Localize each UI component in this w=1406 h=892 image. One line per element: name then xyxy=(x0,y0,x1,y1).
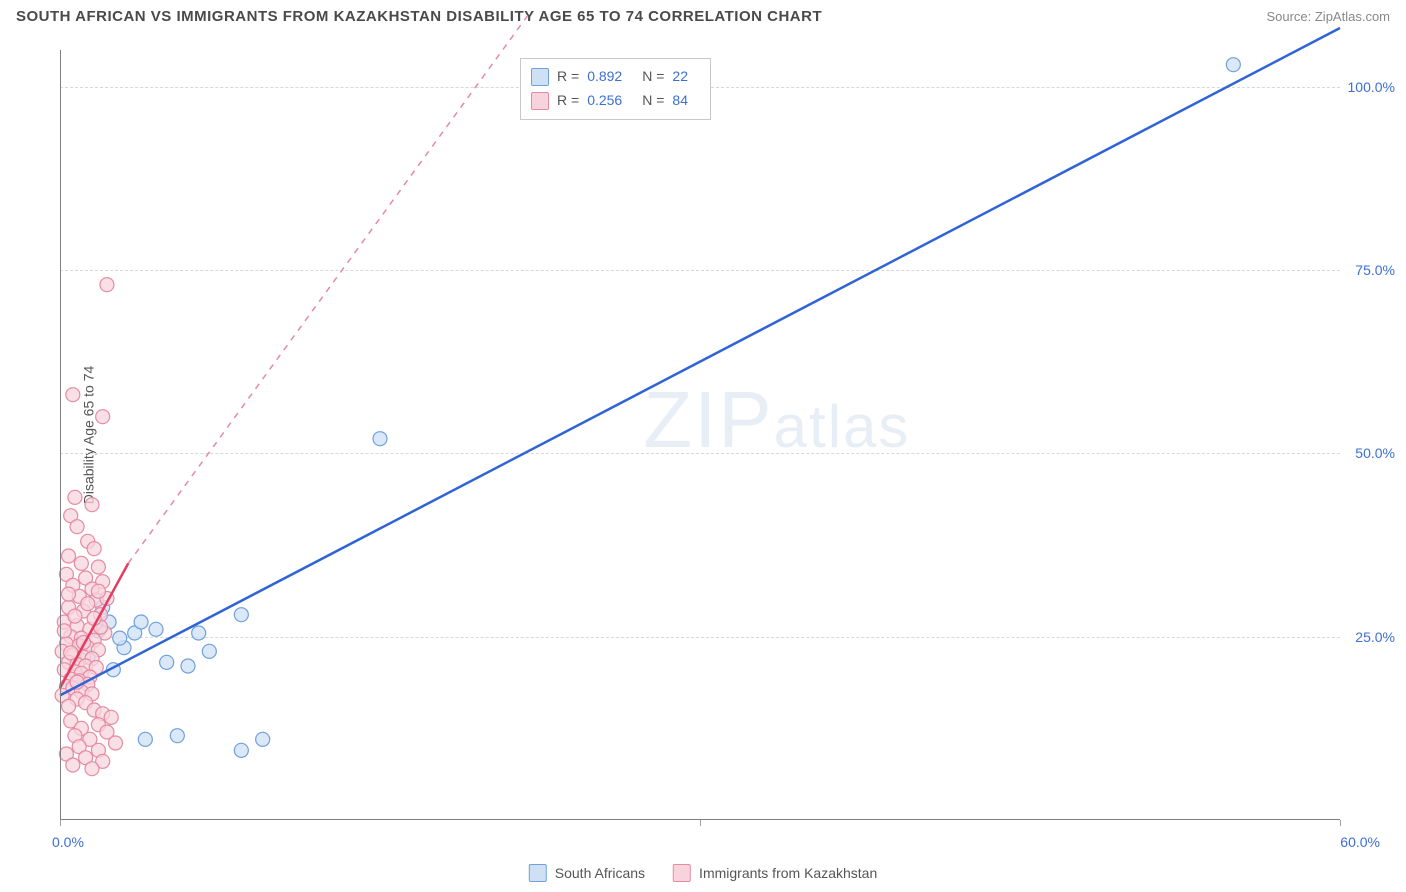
data-point xyxy=(234,608,248,622)
y-tick-label: 50.0% xyxy=(1355,445,1395,461)
data-point xyxy=(256,732,270,746)
y-tick-label: 25.0% xyxy=(1355,629,1395,645)
data-point xyxy=(1226,58,1240,72)
data-point xyxy=(62,699,76,713)
y-axis-line xyxy=(60,50,61,820)
data-point xyxy=(74,556,88,570)
data-point xyxy=(70,520,84,534)
data-point xyxy=(202,644,216,658)
x-tick-mark xyxy=(700,820,701,826)
data-point xyxy=(149,622,163,636)
data-point xyxy=(96,410,110,424)
scatter-plot xyxy=(60,50,1340,820)
data-point xyxy=(181,659,195,673)
data-point xyxy=(87,542,101,556)
legend-item: South Africans xyxy=(529,864,645,882)
legend-swatch xyxy=(531,92,549,110)
data-point xyxy=(62,549,76,563)
data-point xyxy=(66,388,80,402)
r-label: R = xyxy=(557,89,579,113)
data-point xyxy=(85,762,99,776)
x-tick-label: 60.0% xyxy=(1340,834,1380,850)
data-point xyxy=(68,490,82,504)
legend-label: Immigrants from Kazakhstan xyxy=(699,865,877,881)
data-point xyxy=(81,597,95,611)
legend-swatch xyxy=(531,68,549,86)
correlation-legend: R = 0.892 N = 22 R = 0.256 N = 84 xyxy=(520,58,711,120)
data-point xyxy=(192,626,206,640)
y-tick-label: 100.0% xyxy=(1348,79,1395,95)
legend-swatch xyxy=(673,864,691,882)
data-point xyxy=(85,498,99,512)
data-point xyxy=(62,587,76,601)
r-value: 0.892 xyxy=(587,65,622,89)
data-point xyxy=(91,584,105,598)
r-value: 0.256 xyxy=(587,89,622,113)
legend-stats-row: R = 0.256 N = 84 xyxy=(531,89,700,113)
data-point xyxy=(100,278,114,292)
data-point xyxy=(134,615,148,629)
n-label: N = xyxy=(642,65,664,89)
data-point xyxy=(91,560,105,574)
r-label: R = xyxy=(557,65,579,89)
data-point xyxy=(68,609,82,623)
data-point xyxy=(234,743,248,757)
data-point xyxy=(104,710,118,724)
data-point xyxy=(66,758,80,772)
data-point xyxy=(160,655,174,669)
n-value: 84 xyxy=(672,89,688,113)
chart-title: SOUTH AFRICAN VS IMMIGRANTS FROM KAZAKHS… xyxy=(16,8,822,25)
legend-item: Immigrants from Kazakhstan xyxy=(673,864,877,882)
source-credit: Source: ZipAtlas.com xyxy=(1266,9,1390,24)
n-value: 22 xyxy=(672,65,688,89)
data-point xyxy=(373,432,387,446)
x-tick-mark xyxy=(60,820,61,826)
x-tick-label: 0.0% xyxy=(52,834,84,850)
n-label: N = xyxy=(642,89,664,113)
x-tick-mark xyxy=(1340,820,1341,826)
legend-swatch xyxy=(529,864,547,882)
chart-area: ZIPatlas Disability Age 65 to 74 25.0%50… xyxy=(60,50,1340,820)
data-point xyxy=(170,729,184,743)
data-point xyxy=(138,732,152,746)
legend-label: South Africans xyxy=(555,865,645,881)
y-tick-label: 75.0% xyxy=(1355,262,1395,278)
series-legend: South Africans Immigrants from Kazakhstan xyxy=(529,864,877,882)
data-point xyxy=(108,736,122,750)
legend-stats-row: R = 0.892 N = 22 xyxy=(531,65,700,89)
data-point xyxy=(113,631,127,645)
trend-line xyxy=(60,28,1340,695)
